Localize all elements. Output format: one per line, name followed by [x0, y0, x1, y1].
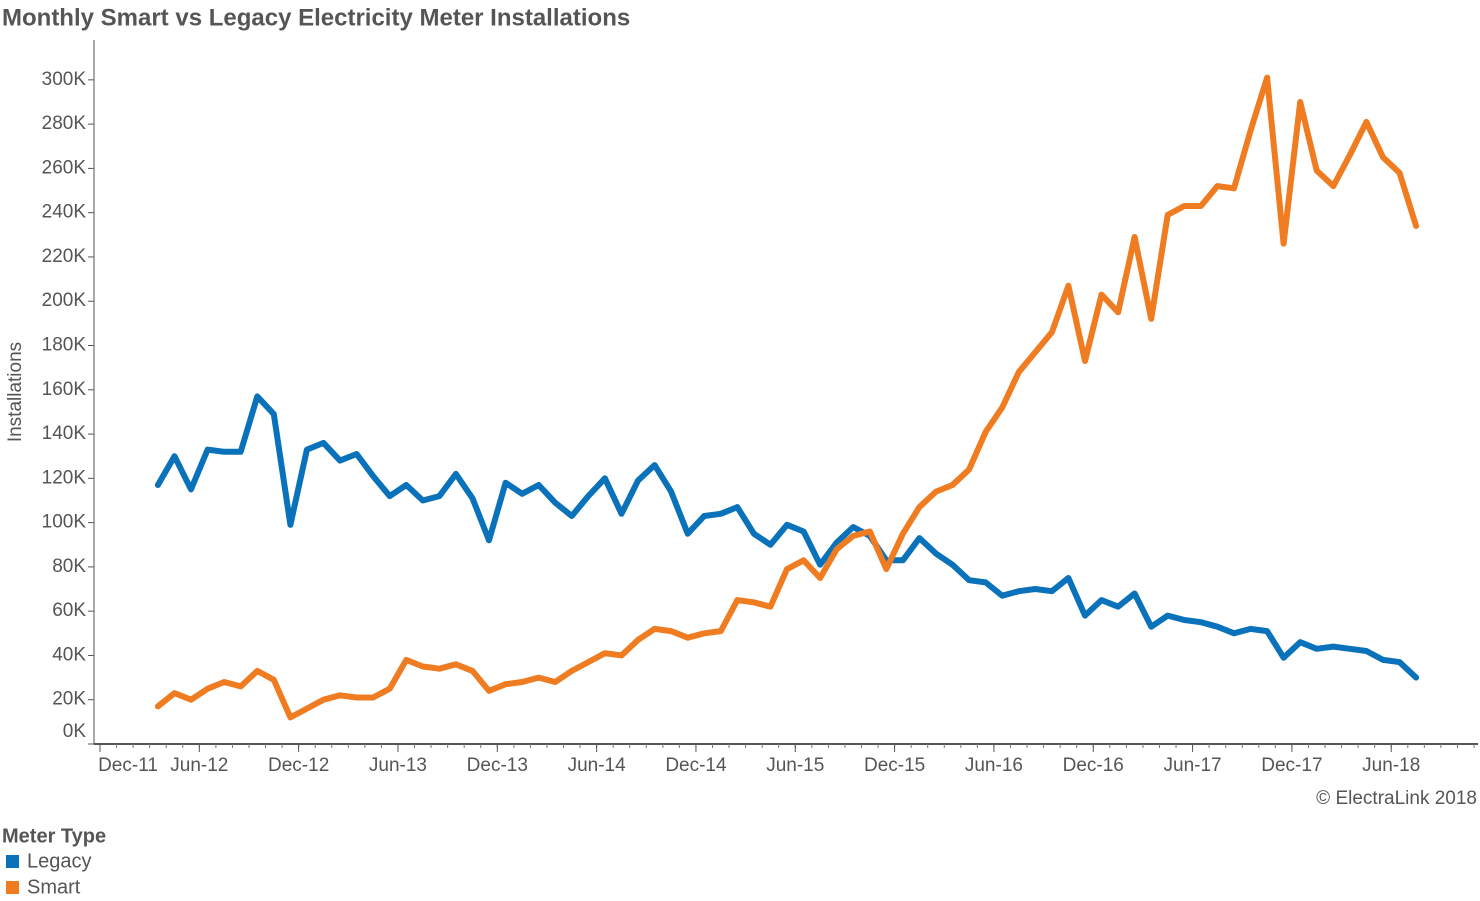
x-tick-label: Jun-13 — [369, 755, 427, 776]
y-tick-label: 0K — [63, 721, 87, 742]
y-tick-label: 260K — [42, 157, 87, 178]
annotation: © ElectraLink 2018 — [1316, 788, 1477, 809]
y-tick-label: 100K — [42, 512, 87, 533]
x-tick-label: Jun-17 — [1164, 755, 1222, 776]
y-tick-label: 20K — [52, 689, 86, 710]
legend-title: Meter Type — [2, 825, 106, 847]
y-tick-label: 280K — [42, 113, 87, 134]
y-tick-label: 60K — [52, 600, 86, 621]
y-tick-label: 140K — [42, 423, 87, 444]
y-tick-label: 180K — [42, 335, 87, 356]
x-tick-label: Jun-18 — [1362, 755, 1420, 776]
series-line — [154, 74, 1420, 721]
x-tick-label: Dec-17 — [1261, 755, 1322, 776]
x-tick-label: Dec-11 — [98, 755, 158, 776]
x-tick-label: Jun-15 — [766, 755, 824, 776]
y-tick-label: 80K — [52, 556, 86, 577]
y-tick-label: 160K — [42, 379, 87, 400]
y-tick-label: 40K — [52, 644, 86, 665]
legend-swatch — [6, 881, 19, 894]
y-tick-label: 200K — [42, 290, 87, 311]
x-tick-label: Jun-14 — [568, 755, 627, 776]
chart-title: Monthly Smart vs Legacy Electricity Mete… — [2, 4, 630, 31]
x-tick-label: Jun-12 — [170, 755, 228, 776]
legend-label: Smart — [27, 876, 81, 898]
x-tick-label: Dec-15 — [864, 755, 925, 776]
y-axis-title: Installations — [5, 342, 26, 442]
series-line — [154, 393, 1420, 681]
x-tick-label: Dec-14 — [665, 755, 727, 776]
y-tick-label: 300K — [42, 69, 87, 90]
y-tick-label: 120K — [42, 467, 87, 488]
y-tick-label: 240K — [42, 202, 87, 223]
legend-label: Legacy — [27, 850, 92, 872]
x-tick-label: Jun-16 — [965, 755, 1023, 776]
y-tick-label: 220K — [42, 246, 87, 267]
x-tick-label: Dec-16 — [1063, 755, 1124, 776]
legend-swatch — [6, 855, 19, 868]
x-tick-label: Dec-12 — [268, 755, 329, 776]
x-tick-label: Dec-13 — [467, 755, 528, 776]
